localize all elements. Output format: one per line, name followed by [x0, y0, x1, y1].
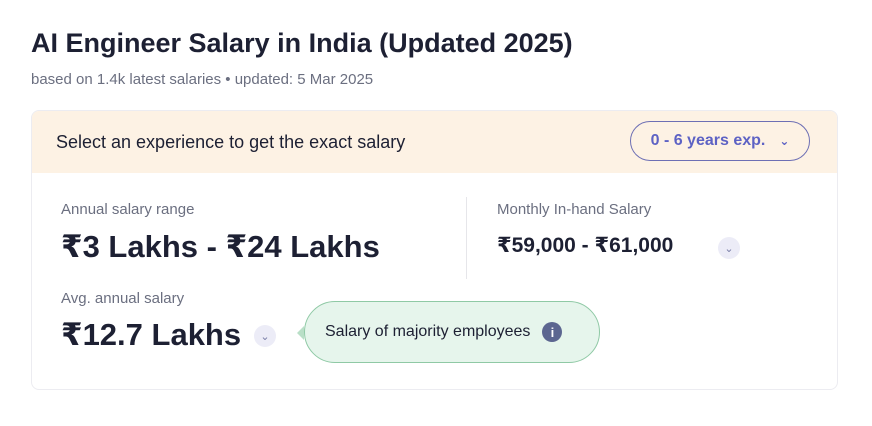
experience-band: Select an experience to get the exact sa…	[32, 111, 837, 173]
salary-card: Select an experience to get the exact sa…	[31, 110, 838, 390]
experience-prompt: Select an experience to get the exact sa…	[56, 132, 406, 152]
tooltip-text: Salary of majority employees	[325, 323, 531, 340]
experience-selected: 0 - 6 years exp.	[650, 132, 766, 149]
monthly-label: Monthly In-hand Salary	[497, 201, 652, 218]
divider	[466, 197, 467, 279]
page-title: AI Engineer Salary in India (Updated 202…	[31, 28, 573, 58]
monthly-expand-chevron-icon[interactable]: ⌄	[718, 237, 740, 259]
majority-tooltip: Salary of majority employees i	[297, 301, 600, 363]
average-value: ₹12.7 Lakhs	[61, 317, 242, 352]
average-label: Avg. annual salary	[61, 290, 185, 307]
chevron-down-icon: ⌄	[779, 134, 790, 148]
monthly-value: ₹59,000 - ₹61,000	[497, 234, 674, 257]
page-subtitle: based on 1.4k latest salaries • updated:…	[31, 71, 374, 88]
annual-range-value: ₹3 Lakhs - ₹24 Lakhs	[61, 229, 380, 264]
average-expand-chevron-icon[interactable]: ⌄	[254, 325, 276, 347]
annual-range-label: Annual salary range	[61, 201, 195, 218]
experience-dropdown[interactable]: 0 - 6 years exp. ⌄	[630, 121, 810, 161]
info-icon[interactable]: i	[542, 322, 563, 342]
